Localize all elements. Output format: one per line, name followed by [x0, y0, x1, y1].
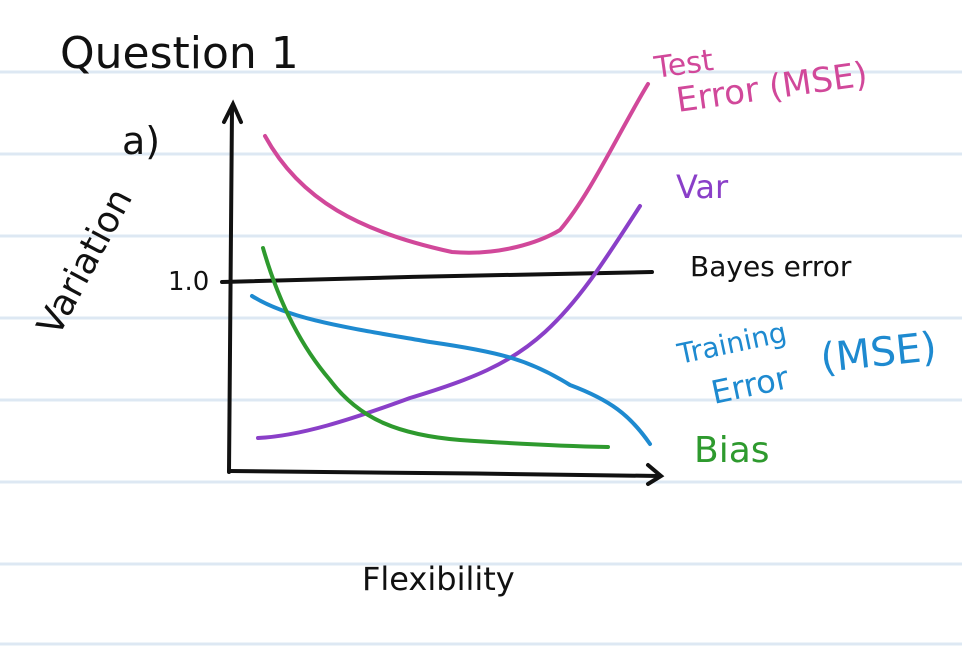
- bayes-error-line: [220, 270, 654, 284]
- x-axis-label: Flexibility: [362, 560, 515, 598]
- x-axis-arrowhead: [646, 463, 665, 486]
- test-error-label-line1: Test: [651, 43, 716, 86]
- bias-label: Bias: [694, 430, 770, 471]
- question-title: Question 1: [60, 28, 299, 79]
- bayes-error-label: Bayes error: [690, 250, 852, 283]
- part-label: a): [122, 119, 160, 163]
- var-curve: [256, 204, 642, 440]
- training-error-label-suffix: (MSE): [818, 324, 939, 382]
- axes: [222, 99, 665, 486]
- training-error-label-line2: Error: [708, 358, 793, 412]
- training-error-curve: [250, 294, 652, 446]
- bias-curve: [261, 246, 610, 449]
- curves: [220, 82, 654, 449]
- y-axis: [227, 106, 234, 474]
- x-axis: [227, 469, 661, 478]
- ruled-lines: [0, 70, 962, 646]
- y-axis-arrowhead: [222, 99, 243, 124]
- var-label: Var: [676, 168, 729, 206]
- test-error-curve: [263, 82, 650, 255]
- y-tick-label: 1.0: [168, 267, 209, 297]
